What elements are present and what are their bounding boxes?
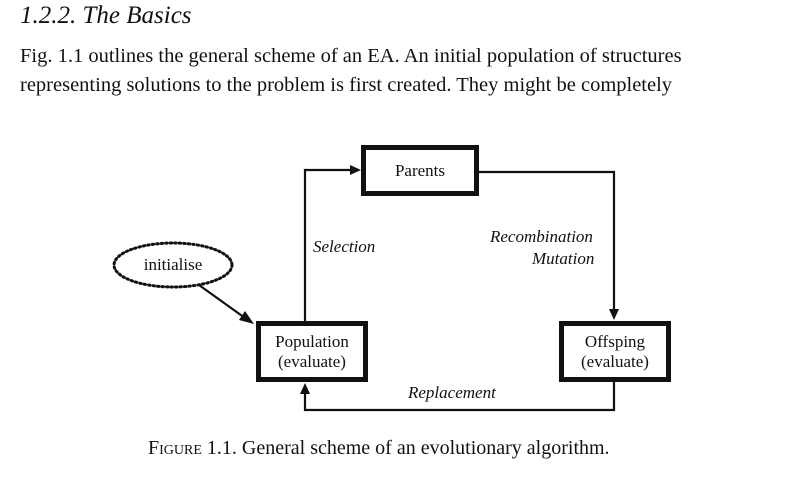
replacement-label: Replacement [408,383,496,402]
selection-arrow [303,168,352,321]
population-sublabel: (evaluate) [278,351,346,371]
initialise-arrow [198,284,246,319]
initialise-arrowhead [239,311,254,324]
offspring-sublabel: (evaluate) [581,351,649,371]
caption-text: 1.1. General scheme of an evolutionary a… [206,437,610,459]
recombination-label: Recombination [490,227,593,246]
parents-label: Parents [394,160,446,180]
initialise-node: initialise [143,255,203,274]
parents-node: Parents [361,145,479,196]
selection-label: Selection [313,237,376,256]
mutation-label: Mutation [532,249,595,268]
population-node: Population (evaluate) [256,321,368,382]
variation-arrow [479,170,616,310]
selection-arrowhead [350,165,361,175]
offspring-node: Offsping (evaluate) [559,321,671,382]
paragraph-line: Fig. 1.1 outlines the general scheme of … [20,45,682,67]
offspring-label: Offsping [584,331,646,351]
population-label: Population [275,331,349,351]
figure-caption: Figure 1.1. General scheme of an evoluti… [148,437,610,460]
paragraph-line: representing solutions to the problem is… [20,74,673,96]
caption-prefix: Figure [148,437,202,459]
body-paragraph: Fig. 1.1 outlines the general scheme of … [20,42,790,100]
variation-arrowhead [609,309,619,320]
initialise-ellipse [112,241,234,289]
replacement-arrow [303,382,616,412]
replacement-arrowhead [300,383,310,394]
section-heading: 1.2.2. The Basics [20,2,192,29]
